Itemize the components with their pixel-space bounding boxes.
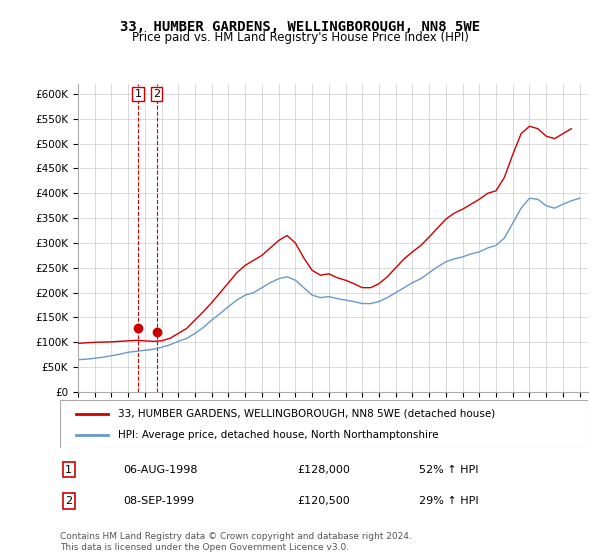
Text: 1: 1	[65, 465, 72, 475]
Text: 2: 2	[153, 89, 160, 99]
Text: 2: 2	[65, 496, 73, 506]
Text: HPI: Average price, detached house, North Northamptonshire: HPI: Average price, detached house, Nort…	[118, 430, 439, 440]
Text: 08-SEP-1999: 08-SEP-1999	[124, 496, 194, 506]
Text: Price paid vs. HM Land Registry's House Price Index (HPI): Price paid vs. HM Land Registry's House …	[131, 31, 469, 44]
Text: £120,500: £120,500	[298, 496, 350, 506]
Text: £128,000: £128,000	[298, 465, 350, 475]
Text: 33, HUMBER GARDENS, WELLINGBOROUGH, NN8 5WE (detached house): 33, HUMBER GARDENS, WELLINGBOROUGH, NN8 …	[118, 409, 496, 419]
Text: 52% ↑ HPI: 52% ↑ HPI	[419, 465, 479, 475]
Text: 1: 1	[134, 89, 142, 99]
Text: 33, HUMBER GARDENS, WELLINGBOROUGH, NN8 5WE: 33, HUMBER GARDENS, WELLINGBOROUGH, NN8 …	[120, 20, 480, 34]
Text: Contains HM Land Registry data © Crown copyright and database right 2024.
This d: Contains HM Land Registry data © Crown c…	[60, 532, 412, 552]
FancyBboxPatch shape	[60, 400, 588, 448]
Text: 06-AUG-1998: 06-AUG-1998	[124, 465, 198, 475]
Text: 29% ↑ HPI: 29% ↑ HPI	[419, 496, 479, 506]
